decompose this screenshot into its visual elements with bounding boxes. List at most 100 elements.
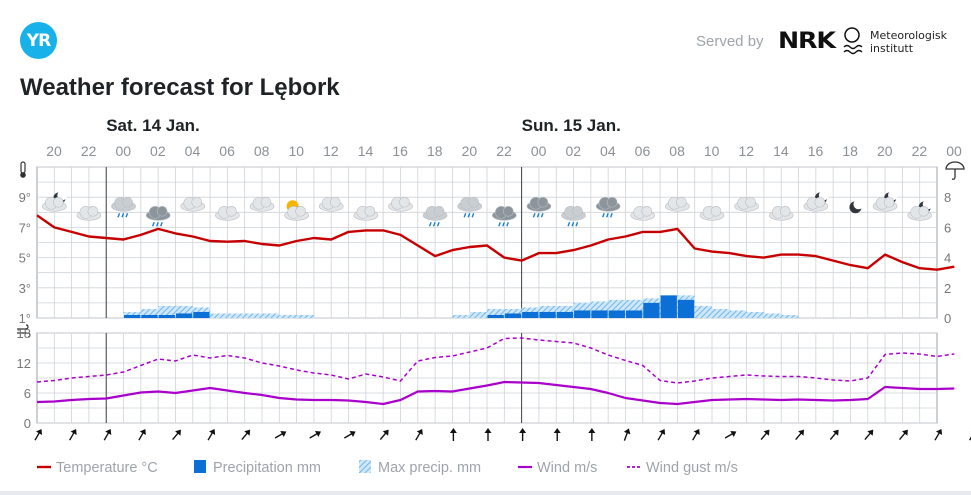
precip-bar [487, 314, 504, 318]
hour-tick-label: 08 [254, 143, 270, 159]
hour-tick-label: 22 [81, 143, 97, 159]
hour-tick-label: 08 [669, 143, 685, 159]
max-precip-bar [763, 313, 782, 318]
precip-bar [124, 314, 141, 318]
hour-tick-label: 12 [739, 143, 755, 159]
hour-tick-label: 22 [912, 143, 928, 159]
rain-drop [471, 212, 475, 218]
hour-tick-label: 20 [46, 143, 62, 159]
wind-direction-arrow [657, 428, 666, 441]
hour-tick-label: 00 [531, 143, 547, 159]
cloud-part [676, 196, 687, 208]
rain-drop [125, 212, 129, 218]
rain-drop [571, 222, 575, 227]
rain-drop [121, 212, 125, 218]
thermometer-icon [20, 161, 26, 178]
met-logo-line1[interactable]: Meteorologisk [870, 29, 948, 42]
cloud-part [537, 196, 549, 208]
cloud-part [606, 196, 618, 208]
wind-arrow-head [175, 429, 181, 436]
wind-tick-label: 18 [17, 326, 31, 341]
max-precip-bar [469, 311, 487, 318]
max-precip-bar [712, 308, 730, 318]
max-precip-bar [123, 311, 141, 318]
max-precip-bar [210, 313, 228, 318]
wind-direction-arrow [969, 428, 971, 441]
wind-direction-arrow [588, 428, 596, 441]
dark-rain-cloud-icon [526, 196, 552, 218]
rain-cloud-icon [422, 206, 448, 227]
rain-drop [428, 222, 432, 227]
dark-rain-cloud-icon [595, 196, 621, 218]
wind-gust-line [36, 337, 955, 384]
wind-direction-arrow [138, 428, 146, 441]
precip-bar [608, 310, 625, 318]
wind-arrow-head [553, 428, 561, 433]
cloud-icon [318, 196, 344, 212]
wind-direction-arrow [379, 429, 389, 441]
wind-direction-arrow [934, 428, 943, 441]
precip-bar [643, 302, 660, 318]
rain-drop [567, 222, 571, 227]
max-precip-bar [140, 308, 159, 318]
wind-arrow-head [105, 428, 112, 436]
cloud-part [814, 196, 826, 208]
precip-bar [522, 311, 539, 318]
hour-tick-label: 00 [115, 143, 131, 159]
wind-arrow-head [416, 428, 423, 436]
cloud-part [745, 196, 756, 208]
precip-bar [504, 313, 522, 318]
thermometer-icon-tube [20, 161, 26, 174]
temp-tick-label: 5° [19, 251, 31, 266]
legend-item-wind: Wind m/s [518, 460, 597, 476]
served-by-text: Served by [696, 33, 764, 50]
rain-drop [540, 212, 544, 218]
wind-direction-arrow [207, 428, 216, 441]
precip-bar [625, 310, 643, 318]
temp-tick-label: 7° [19, 220, 31, 235]
cloud-icon [630, 206, 656, 221]
wind-arrow-head [519, 428, 527, 433]
wind-tick-label: 12 [17, 356, 31, 371]
cloud-icon [249, 196, 275, 212]
wind-direction-arrow [415, 428, 423, 441]
wind-arrow-head [588, 428, 596, 433]
legend-label: Max precip. mm [378, 460, 481, 476]
cloud-part [191, 196, 203, 208]
max-precip-bar [296, 314, 314, 318]
legend-item-gust: Wind gust m/s [627, 460, 738, 476]
cloud-part [87, 206, 99, 217]
umbrella-icon [945, 161, 965, 180]
cloud-part [641, 206, 653, 217]
legend-item-max_precip: Max precip. mm [359, 460, 481, 476]
max-precip-bar [262, 313, 280, 318]
wind-direction-arrow [34, 428, 43, 441]
wind-icon-stroke [17, 324, 29, 330]
rain-drop [506, 222, 509, 227]
cloud-icon [215, 206, 240, 221]
precip-tick-label: 8 [944, 190, 951, 205]
max-precip-bar [781, 314, 799, 318]
wind-arrow-head [623, 428, 631, 435]
cloud-part [295, 206, 306, 217]
rain-cloud-icon [111, 196, 136, 218]
max-precip-bar [694, 305, 712, 318]
dark-rain-cloud-icon [145, 206, 171, 227]
met-logo-line2[interactable]: institutt [870, 42, 914, 55]
yr-logo[interactable]: YR [20, 22, 57, 59]
wind-direction-arrow [795, 429, 805, 441]
hour-tick-label: 10 [704, 143, 720, 159]
sun-cloud-icon [284, 200, 309, 221]
wind-arrow-head [867, 429, 874, 436]
hour-tick-label: 06 [219, 143, 235, 159]
moon-icon [849, 199, 864, 214]
cloud-icon [76, 206, 102, 221]
cloud-part [779, 206, 791, 217]
cloud-icon [768, 206, 794, 221]
nrk-logo[interactable]: NRK [778, 29, 836, 54]
hour-tick-label: 14 [358, 143, 374, 159]
cloud-part [572, 206, 583, 217]
cloud-part [433, 206, 445, 217]
wind-arrow-head [349, 430, 356, 438]
